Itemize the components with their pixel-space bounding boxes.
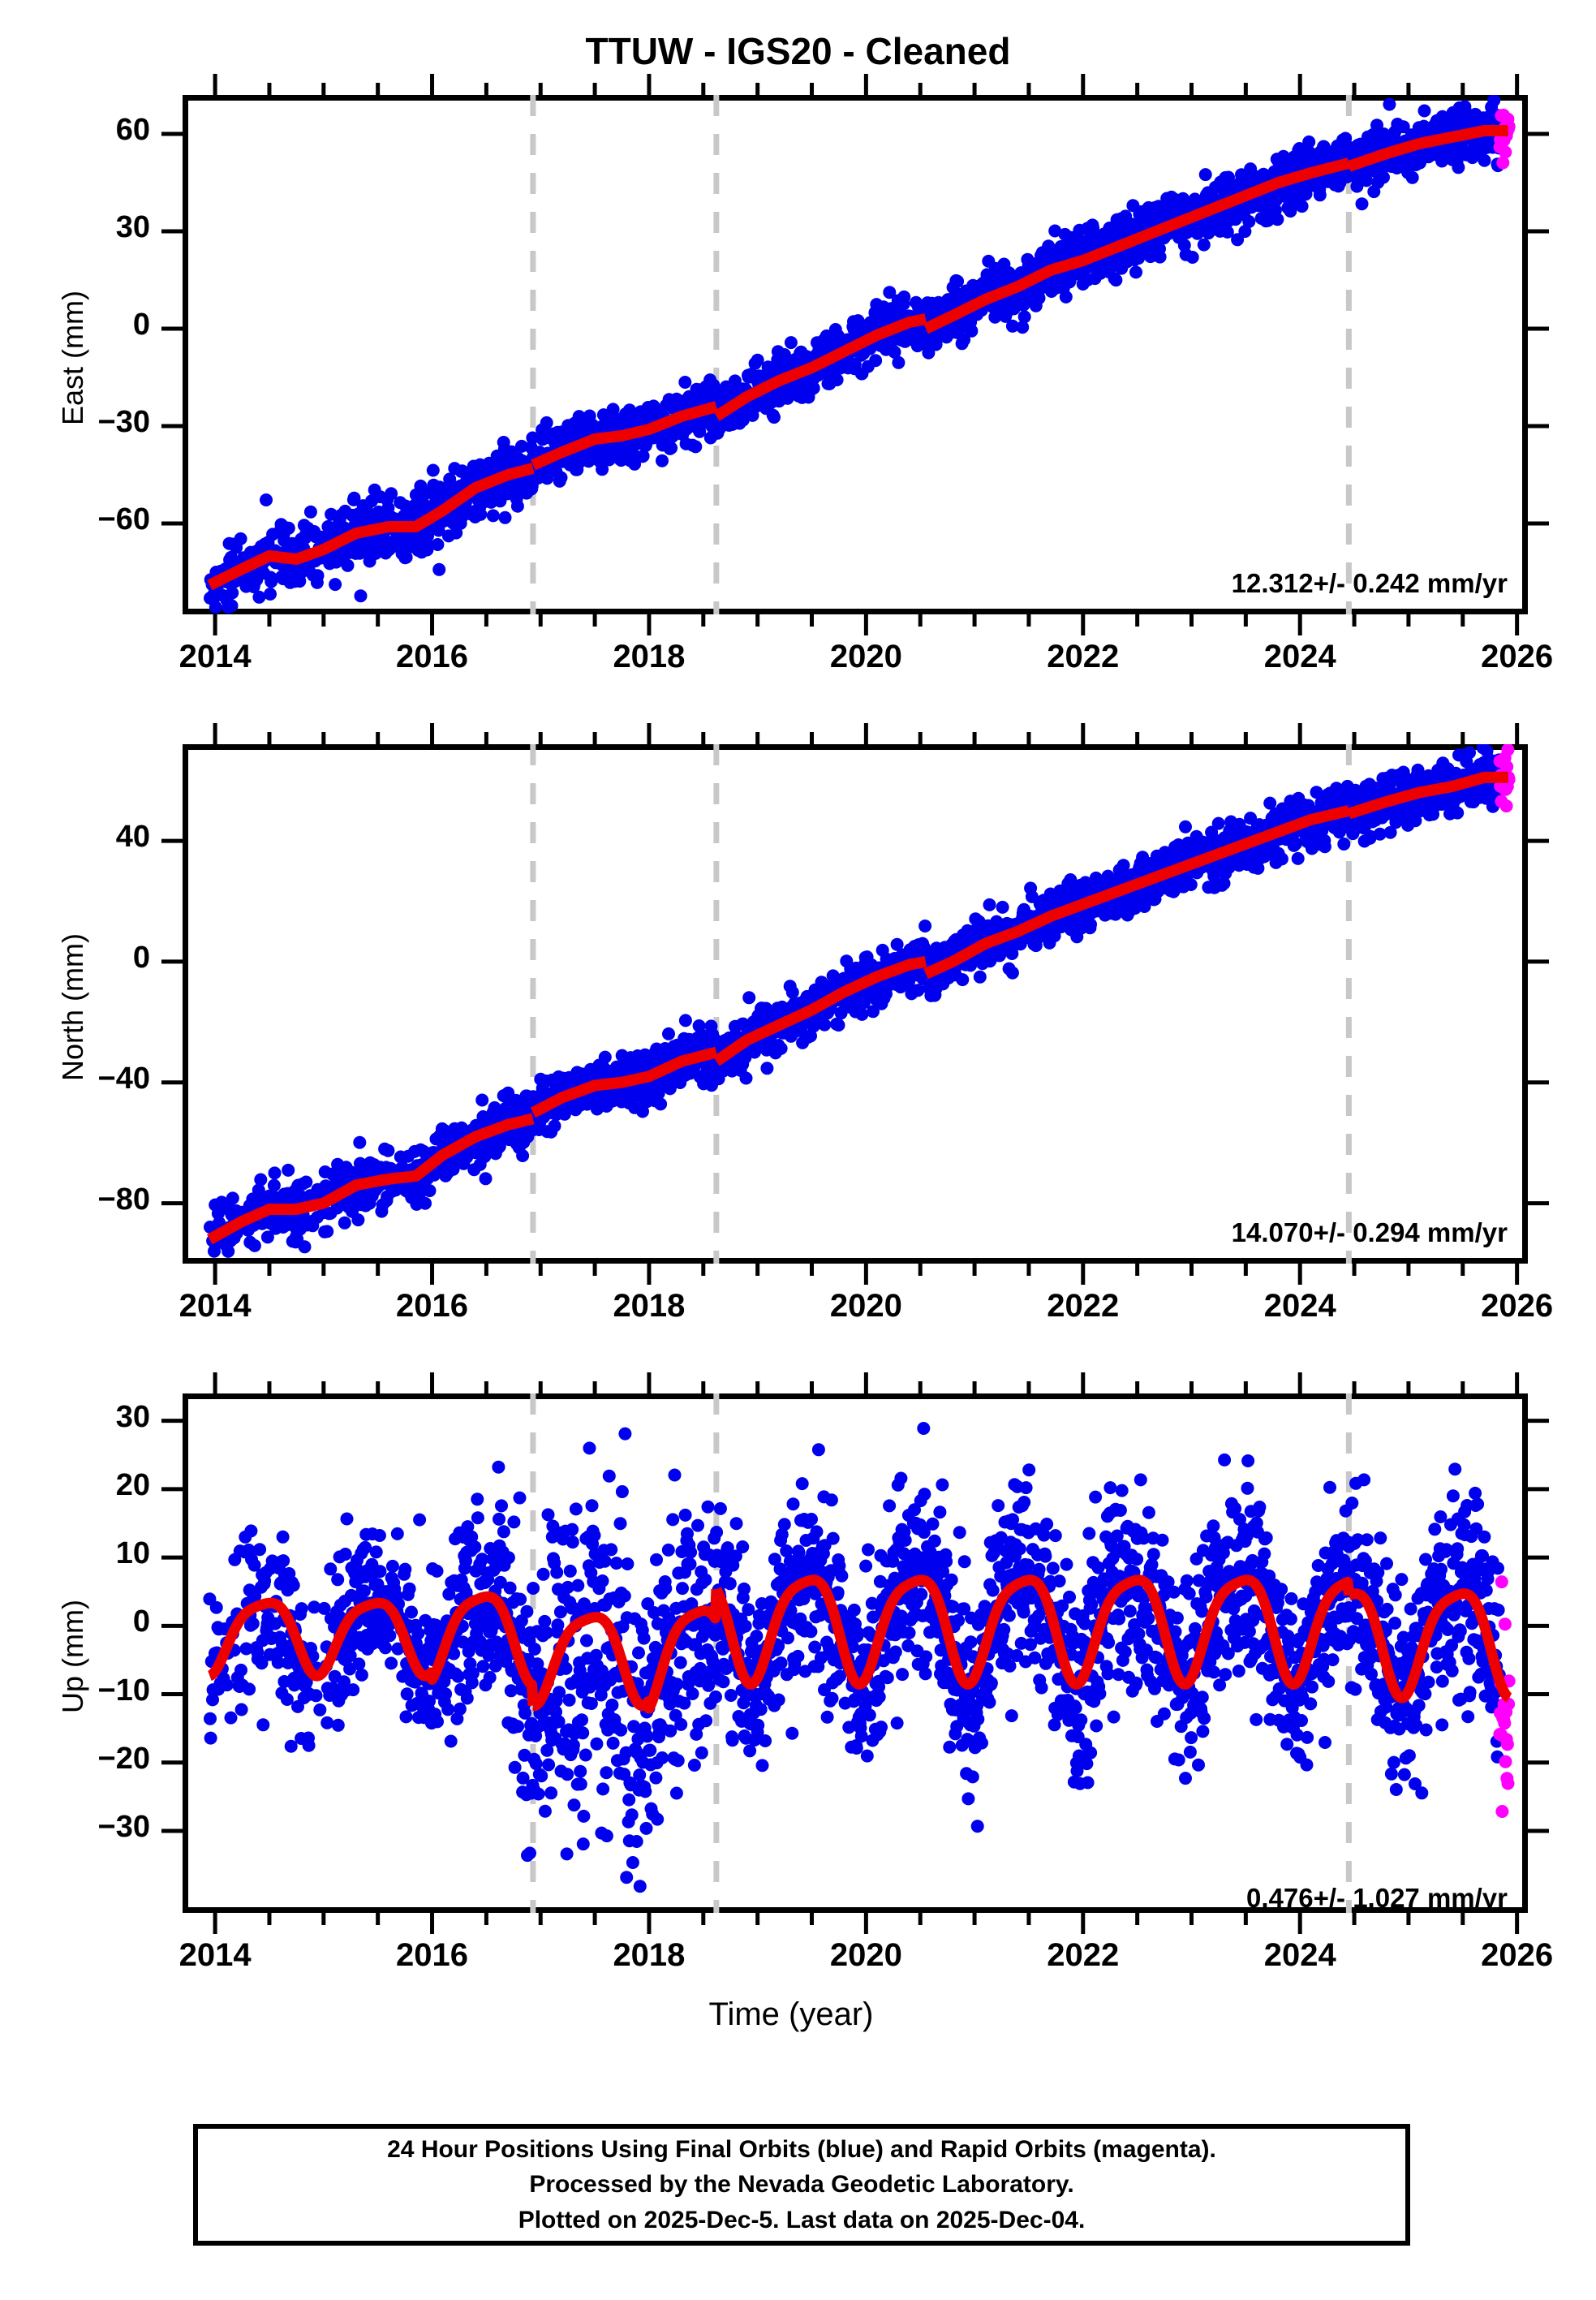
y-tick-label: −20 <box>97 1741 150 1776</box>
x-tick-label: 2024 <box>1263 1937 1336 1973</box>
x-tick-label: 2020 <box>829 639 902 674</box>
x-tick-label: 2016 <box>396 639 469 674</box>
footer-note-box: 24 Hour Positions Using Final Orbits (bl… <box>193 2124 1410 2246</box>
y-tick-label: 20 <box>115 1467 150 1502</box>
y-tick-label: −80 <box>97 1182 150 1217</box>
y-tick-label: 0 <box>132 308 150 342</box>
footer-line-2: Processed by the Nevada Geodetic Laborat… <box>529 2171 1074 2199</box>
x-tick-label: 2016 <box>396 1937 469 1973</box>
x-tick-label: 2022 <box>1047 639 1120 674</box>
x-tick-label: 2014 <box>179 1288 252 1324</box>
x-tick-label: 2018 <box>613 639 686 674</box>
panel-east-rate-annotation: 12.312+/- 0.242 mm/yr <box>1231 568 1508 598</box>
x-tick-label: 2022 <box>1047 1288 1120 1324</box>
y-tick-label: 30 <box>115 1399 150 1434</box>
x-tick-label: 2024 <box>1263 639 1336 674</box>
panel-east <box>183 95 1528 614</box>
footer-line-3: Plotted on 2025-Dec-5. Last data on 2025… <box>518 2206 1086 2233</box>
x-tick-label: 2014 <box>179 639 252 674</box>
x-axis-title: Time (year) <box>708 1996 874 2032</box>
x-tick-label: 2018 <box>613 1288 686 1324</box>
x-tick-label: 2026 <box>1481 639 1554 674</box>
x-tick-label: 2018 <box>613 1937 686 1973</box>
footer-line-1: 24 Hour Positions Using Final Orbits (bl… <box>387 2135 1216 2163</box>
panel-up <box>183 1393 1528 1913</box>
x-tick-label: 2022 <box>1047 1937 1120 1973</box>
y-tick-label: −30 <box>97 1809 150 1844</box>
panel-north-plot-area <box>204 744 1516 1264</box>
page-title: TTUW - IGS20 - Cleaned <box>585 30 1011 72</box>
y-tick-label: 30 <box>115 210 150 244</box>
y-tick-label: 40 <box>115 820 150 855</box>
y-tick-label: −40 <box>97 1061 150 1096</box>
y-tick-label: 0 <box>132 940 150 975</box>
y-tick-label: 10 <box>115 1536 150 1571</box>
panel-north <box>183 744 1528 1264</box>
panel-east-plot-area <box>204 95 1516 614</box>
y-tick-label: 0 <box>132 1604 150 1639</box>
y-tick-label: 60 <box>115 113 150 147</box>
x-tick-label: 2024 <box>1263 1288 1336 1324</box>
x-tick-label: 2020 <box>829 1288 902 1324</box>
x-tick-label: 2020 <box>829 1937 902 1973</box>
x-tick-label: 2014 <box>179 1937 252 1973</box>
x-tick-label: 2026 <box>1481 1288 1554 1324</box>
y-tick-label: −60 <box>97 502 150 536</box>
y-tick-label: −10 <box>97 1673 150 1708</box>
panel-up-plot-area <box>203 1393 1516 1913</box>
panel-up-rate-annotation: 0.476+/- 1.027 mm/yr <box>1246 1883 1508 1913</box>
x-tick-label: 2016 <box>396 1288 469 1324</box>
x-tick-label: 2026 <box>1481 1937 1554 1973</box>
y-tick-label: −30 <box>97 405 150 439</box>
panel-north-rate-annotation: 14.070+/- 0.294 mm/yr <box>1231 1217 1508 1247</box>
